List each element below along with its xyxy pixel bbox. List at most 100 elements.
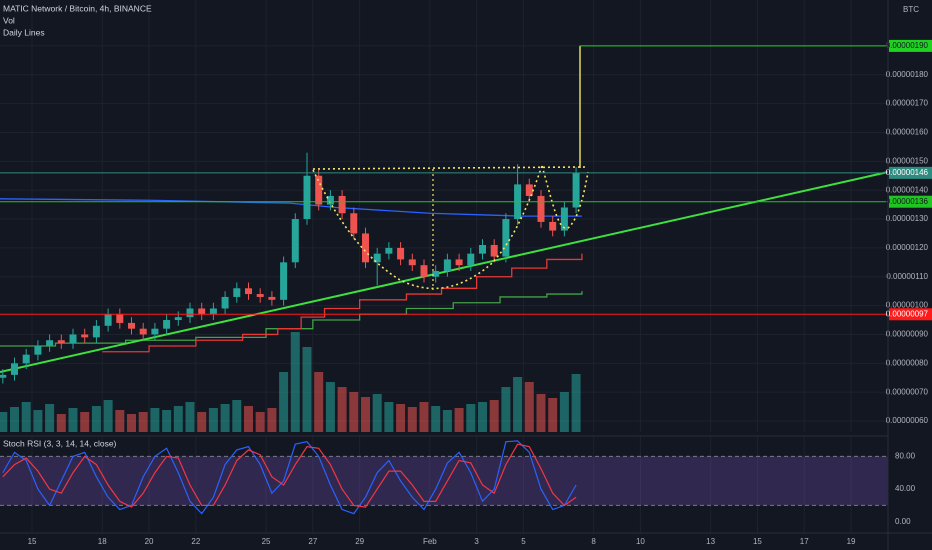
- candle-body: [0, 374, 7, 378]
- volume-bar: [267, 408, 277, 432]
- x-tick-label: 27: [308, 537, 317, 546]
- pattern-drawing: [312, 165, 589, 290]
- volume-bar: [220, 404, 230, 432]
- volume-bar: [150, 408, 160, 432]
- volume-bar: [279, 372, 289, 432]
- candle-body: [11, 363, 19, 375]
- x-tick-label: 19: [847, 537, 856, 546]
- chart-title: MATIC Network / Bitcoin, 4h, BINANCE: [3, 3, 152, 13]
- y-tick-label: 0.00000130: [886, 214, 929, 223]
- x-tick-label: 3: [474, 537, 479, 546]
- candle-body: [572, 172, 580, 208]
- y-tick-label: 0.00000140: [886, 185, 929, 194]
- y-tick-label: 0.00000120: [886, 243, 929, 252]
- y-tick-label: 80.00: [895, 452, 916, 461]
- x-tick-label: 5: [521, 537, 526, 546]
- y-tick-label: 0.00000090: [886, 330, 929, 339]
- candle-body: [338, 195, 346, 214]
- pattern-rim: [312, 166, 586, 170]
- volume-bar: [243, 406, 253, 432]
- volume-bar: [80, 412, 90, 432]
- volume-bar: [513, 377, 523, 432]
- volume-bar: [442, 410, 452, 432]
- candle-body: [104, 314, 112, 326]
- price-label-box: [889, 39, 932, 52]
- indicator-label: Vol: [3, 15, 15, 25]
- volume-bar: [325, 382, 335, 432]
- volume-bar: [138, 412, 148, 432]
- candle-body: [408, 259, 416, 266]
- candle-body: [221, 296, 229, 309]
- candle-body: [525, 184, 533, 196]
- price-label-box: [889, 195, 932, 208]
- candle-body: [361, 233, 369, 263]
- volume-bar: [0, 412, 8, 432]
- volume-bar: [349, 392, 359, 432]
- pattern-handle: [541, 165, 589, 229]
- price-label: 0.00000097: [886, 309, 929, 318]
- y-tick-label: 0.00000060: [886, 416, 929, 425]
- volume-bar: [360, 397, 370, 432]
- candle-body: [34, 346, 42, 355]
- volume-bar: [419, 402, 429, 432]
- candle-body: [116, 314, 124, 323]
- volume-bar: [185, 402, 195, 432]
- volume-bar: [384, 402, 394, 432]
- x-tick-label: 29: [355, 537, 364, 546]
- x-tick-label: 13: [706, 537, 715, 546]
- candle-body: [186, 308, 194, 318]
- volume-bar: [162, 410, 172, 432]
- volume-bar: [255, 412, 265, 432]
- x-tick-label: 10: [636, 537, 645, 546]
- volume-bar: [10, 407, 20, 432]
- candle-body: [490, 245, 498, 257]
- x-tick-label: Feb: [423, 537, 437, 546]
- candle-body: [139, 328, 147, 335]
- stoch-band: [0, 456, 888, 506]
- x-tick-label: 18: [98, 537, 107, 546]
- x-tick-label: 17: [800, 537, 809, 546]
- candle-body: [198, 308, 206, 315]
- indicator-label: Daily Lines: [3, 27, 45, 37]
- candle-body: [81, 334, 89, 338]
- overlay-line: [102, 253, 583, 353]
- candle-body: [432, 270, 440, 277]
- y-tick-label: 40.00: [895, 484, 916, 493]
- currency-label: BTC: [903, 5, 919, 14]
- volume-bar: [337, 387, 347, 432]
- volume-bar: [56, 414, 66, 432]
- volume-bar: [45, 404, 55, 432]
- candle-body: [443, 259, 451, 271]
- volume-bar: [431, 406, 441, 432]
- volume-bar: [559, 392, 569, 432]
- overlay-line: [0, 171, 889, 373]
- y-tick-label: 0.00000170: [886, 99, 929, 108]
- candle-body: [174, 317, 182, 321]
- volume-bar: [115, 410, 125, 432]
- volume-bar: [524, 382, 534, 432]
- candle-body: [420, 265, 428, 277]
- volume-bar: [91, 406, 101, 432]
- y-tick-label: 0.00000080: [886, 358, 929, 367]
- volume-bar: [454, 408, 464, 432]
- volume-bar: [173, 406, 183, 432]
- candle-body: [92, 325, 100, 338]
- volume-bar: [466, 404, 476, 432]
- candle-body: [397, 247, 405, 260]
- overlay-line: [0, 291, 583, 347]
- candle-body: [303, 175, 311, 220]
- x-tick-label: 15: [28, 537, 37, 546]
- y-tick-label: 0.00000100: [886, 301, 929, 310]
- volume-bar: [302, 347, 312, 432]
- candle-body: [128, 322, 136, 329]
- candle-body: [268, 296, 276, 300]
- candle-body: [502, 219, 510, 257]
- candle-body: [455, 259, 463, 266]
- volume-bar: [372, 394, 382, 432]
- x-tick-label: 15: [753, 537, 762, 546]
- volume-bar: [536, 394, 546, 432]
- candle-body: [163, 320, 171, 329]
- volume-bar: [489, 400, 499, 432]
